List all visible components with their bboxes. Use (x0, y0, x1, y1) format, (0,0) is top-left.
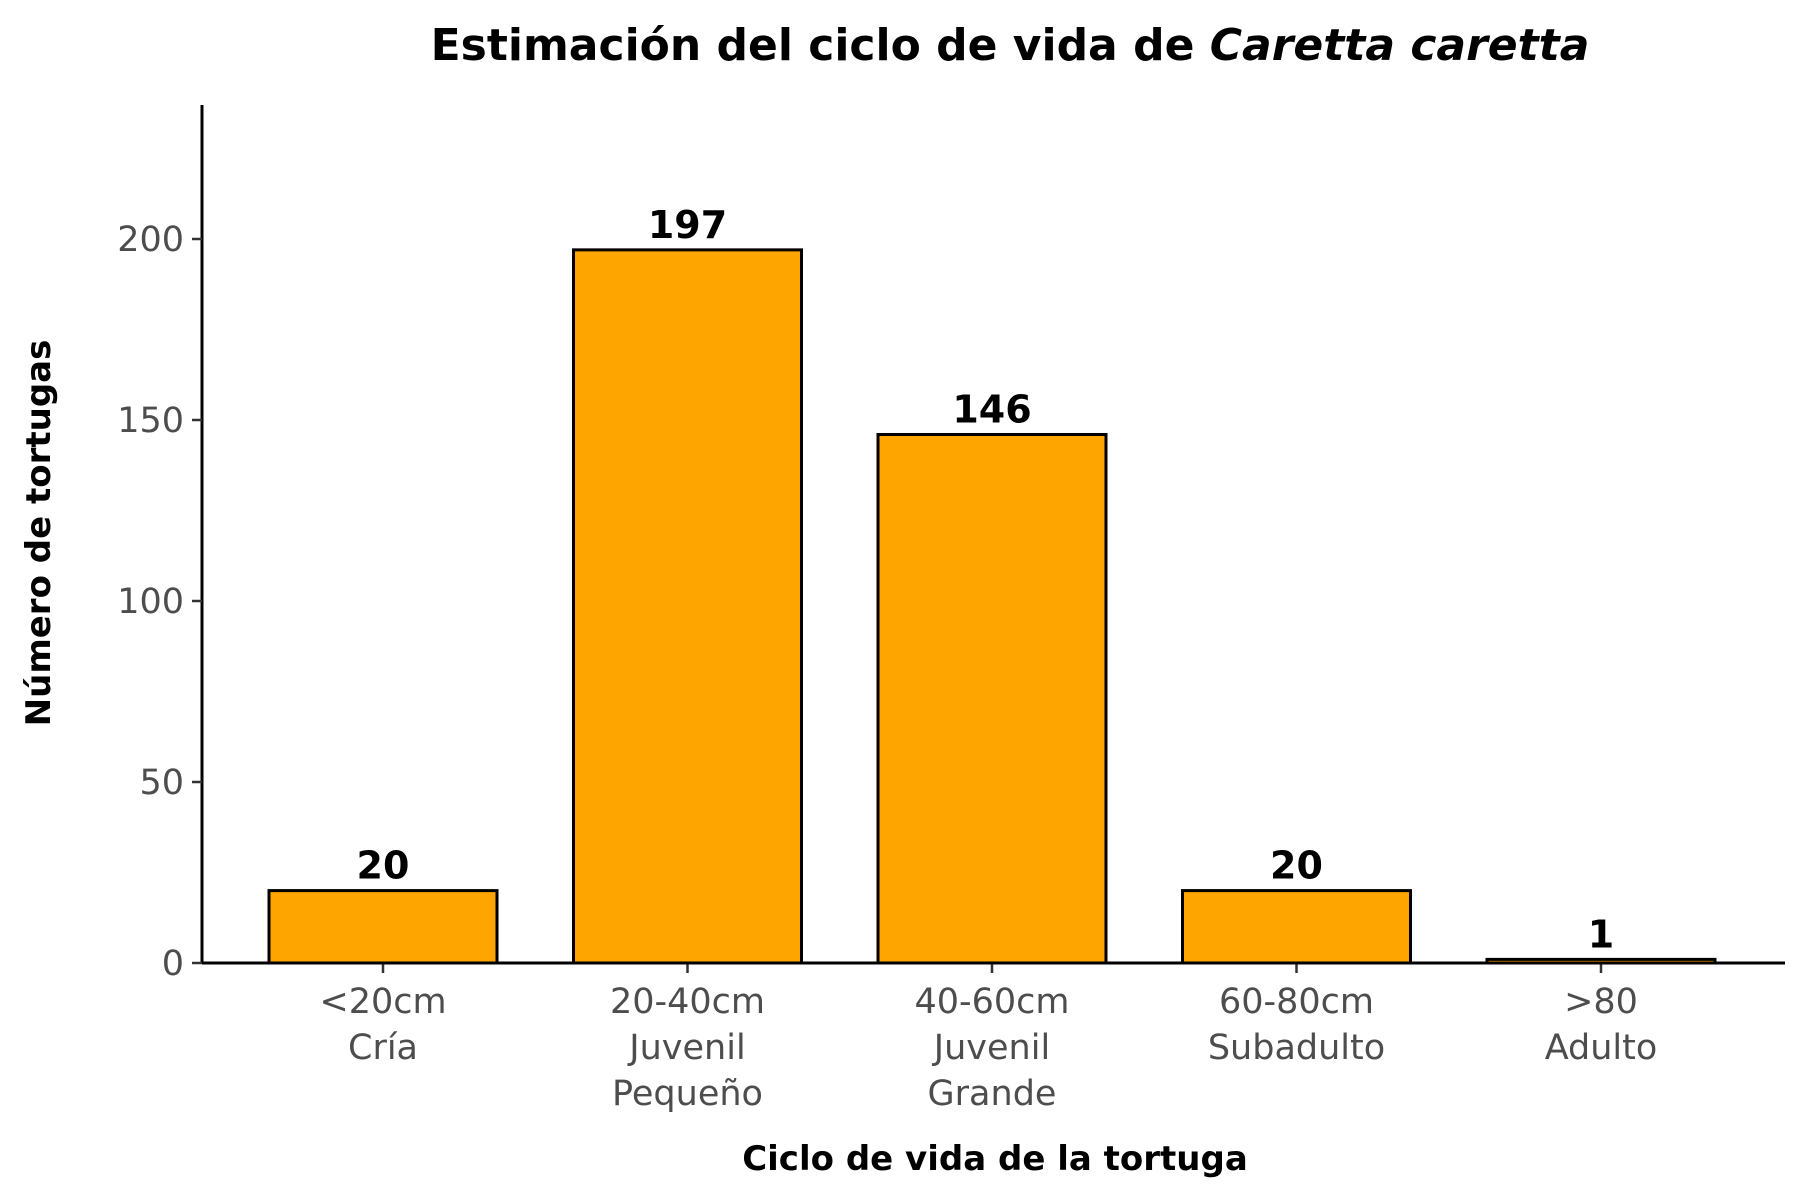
bar (572, 248, 803, 965)
x-tick-label: 40-60cm Juvenil Grande (914, 982, 1069, 1114)
bar-data-label: 146 (952, 387, 1031, 431)
bar (267, 889, 499, 965)
chart-title-main: Estimación del ciclo de vida de (431, 20, 1195, 71)
bars: 20 197 146 20 1 (267, 203, 1717, 965)
y-tick-label: 100 (117, 582, 184, 622)
x-axis-title: Ciclo de vida de la tortuga (742, 1139, 1248, 1179)
bar-data-label: 197 (648, 203, 727, 247)
x-tick-label: <20cm Cría (319, 982, 446, 1068)
chart-title: Estimación del ciclo de vida de Caretta … (431, 20, 1590, 71)
y-axis-title: Número de tortugas (19, 340, 59, 727)
bar-data-label: 1 (1588, 912, 1614, 956)
x-tick-label: >80 Adulto (1545, 982, 1658, 1068)
bar (876, 432, 1108, 965)
bar-data-label: 20 (357, 844, 410, 888)
y-tick-label: 0 (162, 944, 184, 984)
y-tick-label: 200 (117, 220, 184, 260)
bar (1181, 889, 1412, 965)
x-tick-label: 20-40cm Juvenil Pequeño (610, 982, 765, 1114)
y-tick-label: 150 (117, 401, 184, 441)
y-tick-label: 50 (139, 763, 184, 803)
bar-data-label: 20 (1270, 844, 1323, 888)
x-axis: <20cm Cría 20-40cm Juvenil Pequeño 40-60cm Juv… (202, 961, 1785, 1114)
x-tick-label: 60-80cm Subadulto (1208, 982, 1385, 1068)
chart-title-species: Caretta caretta (1210, 20, 1590, 71)
y-axis: 0 50 100 150 200 (117, 105, 204, 984)
